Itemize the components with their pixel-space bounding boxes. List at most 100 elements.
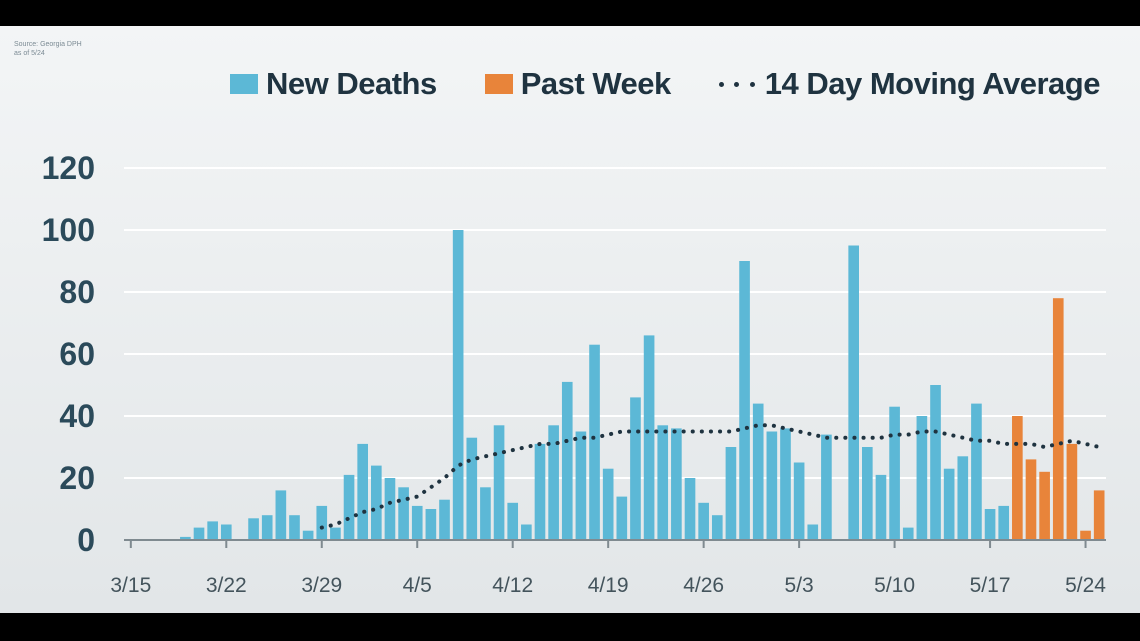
legend-swatch-past-week xyxy=(484,74,513,94)
x-tick-label: 5/24 xyxy=(1065,574,1106,597)
new-deaths-bar xyxy=(630,397,641,540)
new-deaths-bar xyxy=(261,515,273,540)
new-deaths-bar xyxy=(984,509,996,540)
legend-label-moving-average: 14 Day Moving Average xyxy=(764,66,1101,101)
legend-item-moving-average: 14 Day Moving Average xyxy=(718,66,1101,102)
past-week-bar xyxy=(1025,459,1037,540)
new-deaths-bar xyxy=(616,496,628,540)
new-deaths-bar xyxy=(889,406,900,540)
y-tick-label: 0 xyxy=(77,522,95,558)
moving-average-line xyxy=(319,423,1102,530)
new-deaths-bar xyxy=(384,478,396,540)
new-deaths-bar xyxy=(180,536,191,540)
new-deaths-bar xyxy=(548,425,559,540)
new-deaths-bar xyxy=(521,524,532,540)
new-deaths-bar xyxy=(575,431,587,540)
new-deaths-bar xyxy=(466,437,478,540)
new-deaths-bar xyxy=(793,462,805,540)
x-tick-label: 5/17 xyxy=(970,574,1011,597)
new-deaths-bar xyxy=(452,230,464,540)
y-tick-label: 20 xyxy=(59,460,95,496)
legend-item-past-week: Past Week xyxy=(484,66,672,102)
y-tick-label: 40 xyxy=(59,398,95,434)
new-deaths-bar xyxy=(711,515,723,540)
y-tick-label: 60 xyxy=(59,336,95,372)
new-deaths-bar xyxy=(289,515,300,540)
new-deaths-bar xyxy=(343,474,355,540)
new-deaths-bar xyxy=(248,518,259,540)
new-deaths-bar xyxy=(534,443,546,540)
new-deaths-bar xyxy=(602,468,614,540)
new-deaths-bar xyxy=(275,490,287,540)
chart-frame: Source: Georgia DPH as of 5/24 New Death… xyxy=(0,26,1140,613)
legend-label-new-deaths: New Deaths xyxy=(266,66,437,101)
new-deaths-bar xyxy=(507,502,519,540)
new-deaths-bar xyxy=(220,524,232,540)
new-deaths-bar xyxy=(411,505,423,540)
new-deaths-bar xyxy=(971,403,982,540)
chart-legend: New Deaths Past Week 14 Day Moving Avera… xyxy=(230,62,1135,106)
x-tick-label: 4/19 xyxy=(588,574,629,597)
new-deaths-bar xyxy=(425,509,437,540)
source-line: Source: Georgia DPH xyxy=(14,41,82,48)
past-week-bar xyxy=(1093,490,1105,540)
new-deaths-bar xyxy=(657,425,669,540)
x-tick-label: 4/12 xyxy=(492,574,533,597)
new-deaths-bar xyxy=(589,344,600,540)
new-deaths-bar xyxy=(698,502,709,540)
new-deaths-bar xyxy=(480,487,491,540)
x-tick-label: 5/3 xyxy=(785,574,814,597)
new-deaths-bar xyxy=(916,416,928,540)
new-deaths-bar xyxy=(943,468,955,540)
new-deaths-bar xyxy=(398,487,409,540)
new-deaths-bar xyxy=(875,474,887,540)
deaths-bar-chart: 0 20 40 60 80 100 120 3/15 3/22 3/29 4/5 4/12 4/19 4/… xyxy=(42,150,1107,597)
new-deaths-bar xyxy=(862,447,873,540)
new-deaths-bar xyxy=(493,425,505,540)
new-deaths-bar xyxy=(316,505,328,540)
x-tick-label: 3/29 xyxy=(301,574,342,597)
new-deaths-bar xyxy=(780,428,791,540)
source-note: Source: Georgia DPH as of 5/24 xyxy=(14,40,82,58)
new-deaths-bar xyxy=(302,530,314,540)
y-tick-label: 80 xyxy=(59,274,95,310)
x-tick-label: 4/5 xyxy=(403,574,432,597)
new-deaths-bar xyxy=(439,499,450,540)
legend-swatch-new-deaths xyxy=(230,74,258,94)
new-deaths-bar xyxy=(207,521,218,540)
legend-item-new-deaths: New Deaths xyxy=(230,66,437,102)
new-deaths-bar xyxy=(848,245,859,540)
past-week-bar xyxy=(1066,443,1078,540)
new-deaths-bar xyxy=(643,335,655,540)
y-tick-label: 100 xyxy=(42,212,95,248)
new-deaths-bar xyxy=(357,443,368,540)
new-deaths-bar xyxy=(821,434,832,540)
new-deaths-bar xyxy=(807,524,819,540)
new-deaths-bar xyxy=(561,381,573,540)
new-deaths-bar xyxy=(684,478,696,540)
new-deaths-bar xyxy=(725,447,737,540)
x-tick-label: 3/22 xyxy=(206,574,247,597)
new-deaths-bar xyxy=(371,465,382,540)
new-deaths-bar xyxy=(766,431,778,540)
x-tick-label: 4/26 xyxy=(683,574,724,597)
past-week-bar xyxy=(1039,471,1050,540)
new-deaths-bar xyxy=(998,505,1010,540)
new-deaths-bar xyxy=(739,261,750,540)
past-week-bar xyxy=(1052,298,1064,540)
legend-label-past-week: Past Week xyxy=(520,66,672,101)
x-tick-label: 5/10 xyxy=(874,574,915,597)
new-deaths-bar xyxy=(957,456,969,540)
past-week-bar xyxy=(1012,416,1023,540)
new-deaths-bar xyxy=(671,428,682,540)
new-deaths-bar xyxy=(193,527,205,540)
past-week-bar xyxy=(1080,530,1091,540)
new-deaths-bar xyxy=(902,527,914,540)
source-date: as of 5/24 xyxy=(14,50,45,57)
new-deaths-bar xyxy=(930,385,941,540)
x-tick-label: 3/15 xyxy=(110,574,151,597)
new-deaths-bar xyxy=(330,527,341,540)
y-tick-label: 120 xyxy=(42,150,95,186)
legend-swatch-moving-average xyxy=(718,81,755,87)
new-deaths-bar xyxy=(752,403,764,540)
